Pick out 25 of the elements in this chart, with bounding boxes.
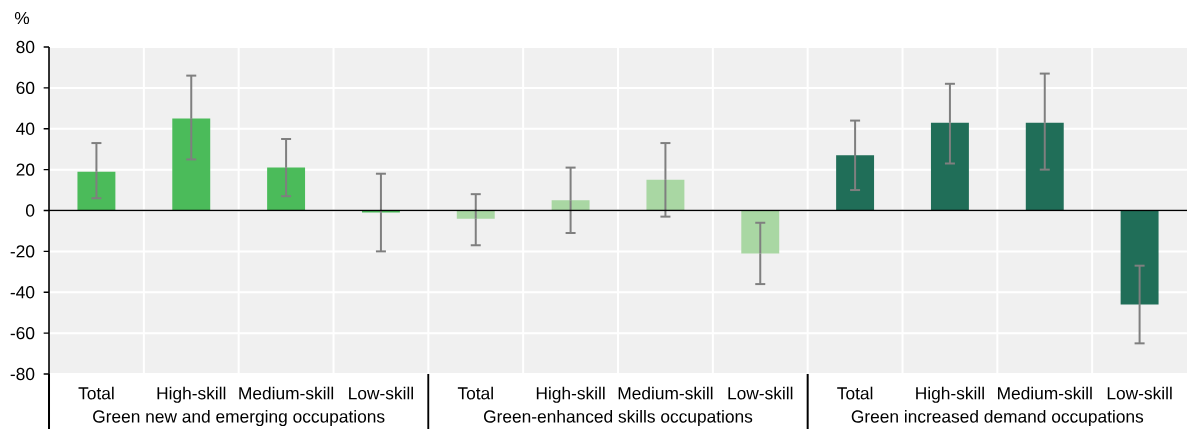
y-tick-label: -80: [10, 367, 35, 381]
x-tick-label: High-skill: [157, 386, 226, 403]
y-tick-label: 20: [16, 163, 35, 176]
x-tick-label: Total: [837, 386, 873, 400]
y-tick-label: -60: [10, 326, 35, 340]
x-tick-label: High-skill: [536, 386, 605, 403]
y-tick-label: -20: [10, 245, 35, 258]
text: Green increased demand occupations: [851, 409, 1144, 427]
x-tick-label: High-skill: [916, 386, 984, 403]
x-tick-label: Medium-skill: [239, 386, 334, 400]
x-tick-label: Medium-skill: [618, 386, 713, 400]
y-tick-label: 60: [16, 81, 35, 95]
text: Green new and emerging occupations: [93, 409, 385, 427]
x-tick-label: Low-skill: [1107, 386, 1172, 400]
text: Green-enhanced skills occupations: [483, 409, 753, 427]
x-tick-label: Medium-skill: [998, 386, 1092, 400]
x-tick-label: Total: [457, 386, 493, 400]
y-tick-label: 40: [16, 122, 35, 135]
y-axis-title: %: [14, 11, 30, 25]
x-tick-label: Low-skill: [728, 386, 793, 400]
x-tick-label: Low-skill: [349, 386, 413, 400]
y-tick-label: 0: [26, 204, 35, 217]
x-tick-label: Total: [78, 386, 114, 400]
y-tick-label: 80: [16, 40, 35, 54]
y-tick-label: -40: [10, 286, 35, 299]
